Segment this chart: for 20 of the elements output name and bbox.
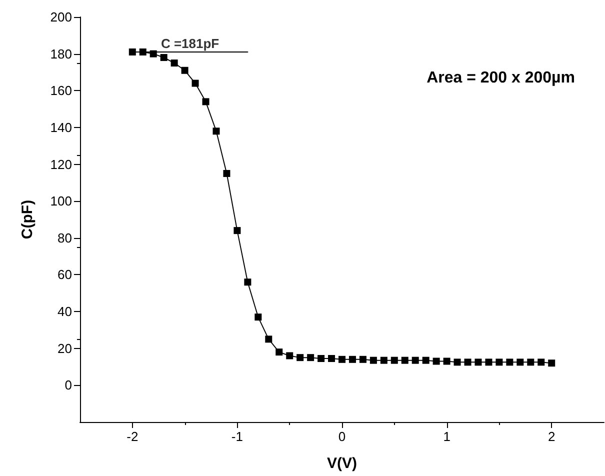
annotation: C =181pF (160, 36, 220, 51)
y-tick-label: 0 (64, 378, 72, 393)
y-tick-label: 180 (50, 46, 72, 62)
y-tick-label: 160 (50, 83, 72, 98)
y-tick-label: 120 (50, 156, 72, 172)
annotation: Area = 200 x 200µm (426, 70, 575, 86)
y-tick-label: 40 (58, 304, 72, 320)
y-tick-label: 80 (58, 230, 72, 246)
y-tick-label: 200 (50, 10, 72, 24)
y-tick-label: 100 (50, 194, 72, 209)
x-axis-title: V(V) (327, 455, 358, 472)
x-tick-label: 0 (338, 429, 346, 444)
y-tick-label: 60 (58, 267, 72, 282)
x-tick-label: 1 (443, 429, 450, 444)
x-tick-label: 2 (548, 429, 556, 444)
y-tick-label: 20 (58, 340, 72, 356)
y-axis-title: C(pF) (19, 200, 36, 240)
x-tick-label: -1 (231, 429, 243, 444)
x-tick-label: -2 (126, 429, 138, 444)
y-tick-label: 140 (50, 120, 72, 135)
